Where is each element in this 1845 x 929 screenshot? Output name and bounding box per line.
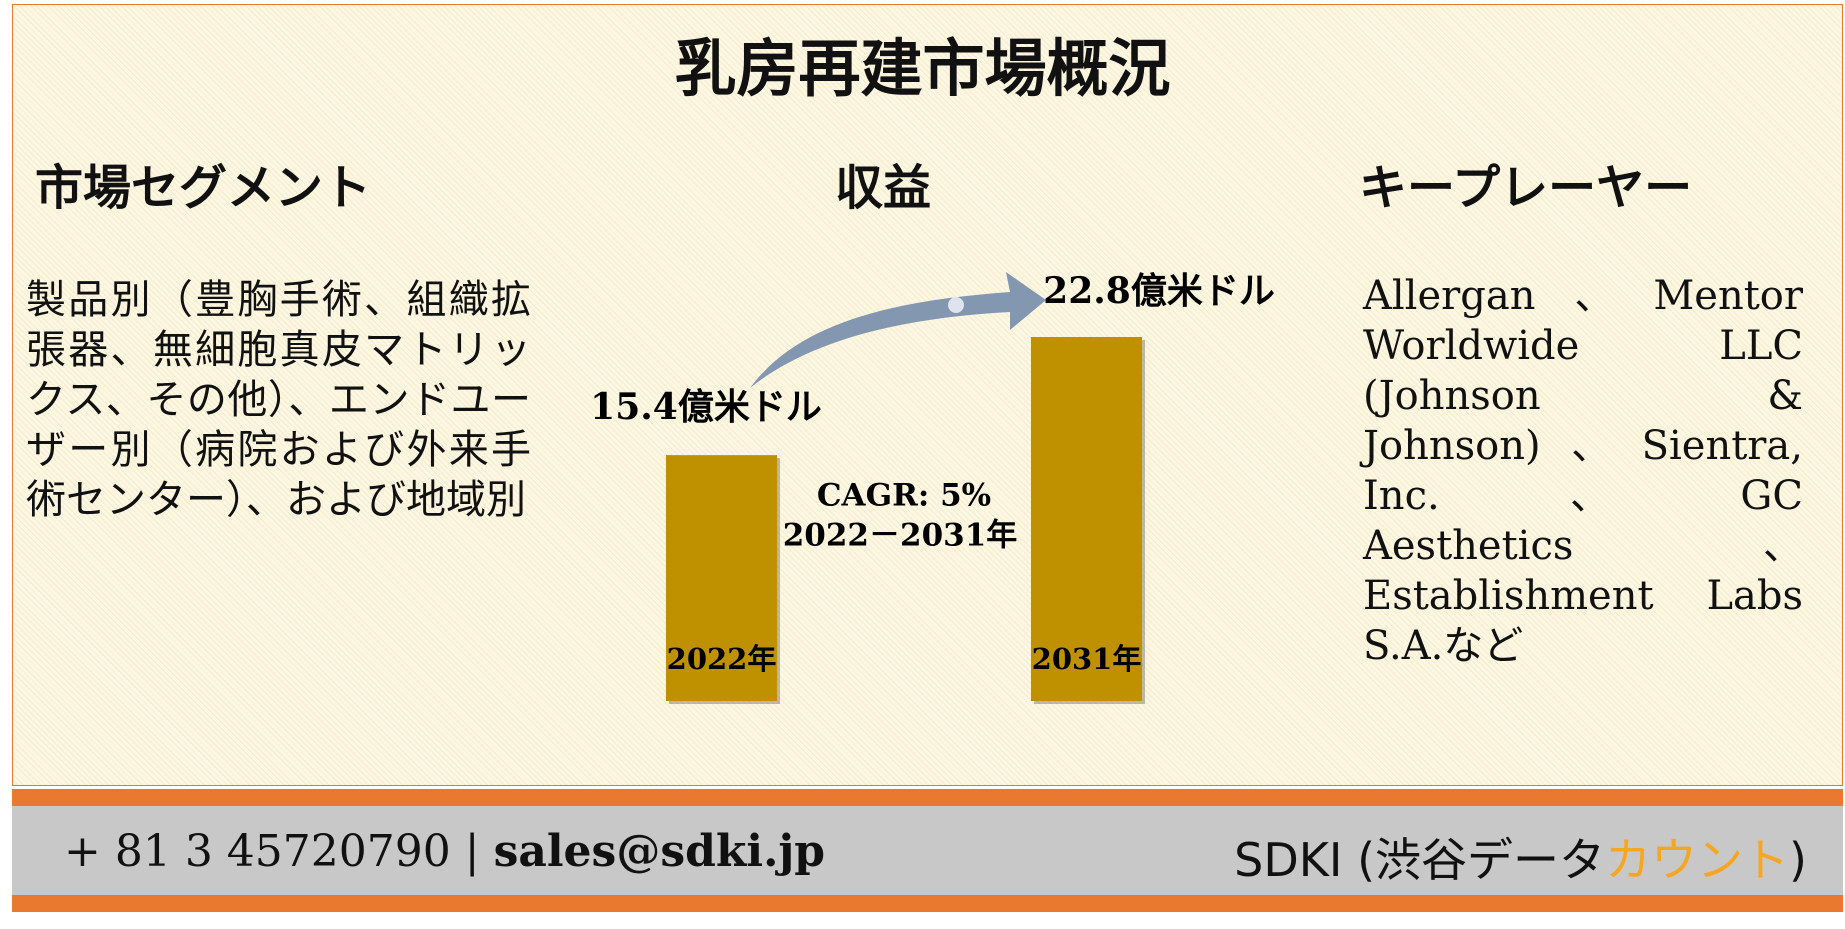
value-label: 15.4億米ドル <box>590 386 822 428</box>
brand-accent: カウント <box>1605 833 1790 887</box>
contact: + 81 3 45720790 | sales@sdki.jp <box>64 826 825 877</box>
footer: + 81 3 45720790 | sales@sdki.jp SDKI (渋谷… <box>12 789 1843 912</box>
arrow-dot <box>948 297 964 313</box>
revenue-heading: 収益 <box>834 160 931 216</box>
segments-heading: 市場セグメント <box>35 160 372 216</box>
bar-category: 2022年 <box>667 642 777 676</box>
phone: + 81 3 45720790 | <box>64 826 494 877</box>
card <box>12 4 1843 786</box>
value-label: 22.8億米ドル <box>1043 270 1275 312</box>
players-heading: キープレーヤー <box>1359 160 1693 216</box>
page-title: 乳房再建市場概況 <box>674 32 1171 105</box>
cagr: CAGR: 5% <box>817 478 991 514</box>
email: sales@sdki.jp <box>493 826 826 877</box>
footer-bar: + 81 3 45720790 | sales@sdki.jp SDKI (渋谷… <box>12 806 1843 895</box>
segments-text: 製品別（豊胸手術、組織拡張器、無細胞真皮マトリックス、その他）、エンドユーザー別… <box>26 277 531 523</box>
bar-category: 2031年 <box>1032 642 1142 676</box>
period: 2022－2031年 <box>783 518 1018 554</box>
players-text: Allergan、Mentor Worldwide LLC (Johnson &… <box>1363 273 1803 669</box>
bar <box>666 455 777 701</box>
brand-close: ) <box>1789 833 1807 887</box>
bar <box>1031 337 1142 701</box>
revenue-chart: CAGR: 5% 2022－2031年 2022年 15.4億米ドル 2031年 22… <box>590 270 1275 704</box>
brand: SDKI (渋谷データカウント) <box>1234 824 1807 890</box>
growth-arrow <box>750 272 1046 388</box>
brand-name: SDKI (渋谷データ <box>1234 833 1606 887</box>
